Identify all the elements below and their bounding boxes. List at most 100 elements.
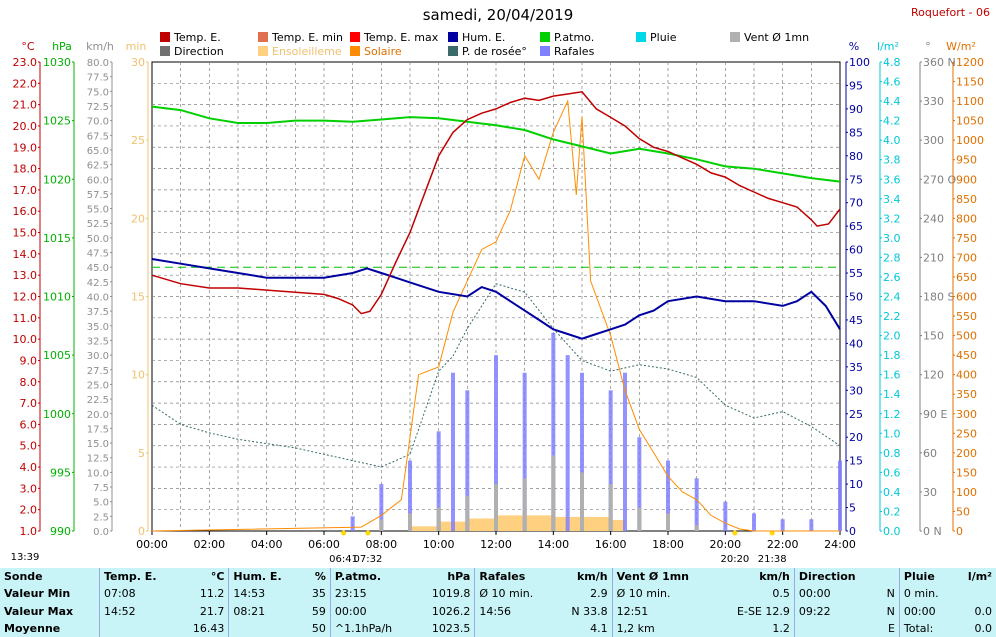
summary-row: Valeur Min 07:08 11.2 14:53 35 23:15 1019.8 Ø 1… (0, 585, 996, 603)
gust-bar (551, 332, 556, 531)
dewpoint-line (151, 283, 841, 468)
axis-tick-label-right: 750 (956, 232, 977, 245)
axis-tick-label-left: 75.0 (87, 87, 109, 98)
summary-cell-info: ^1.1hPa/h (329, 619, 415, 637)
axis-tick-label-left: 11.0 (13, 312, 38, 325)
axis-tick-label-x: 24:00 (824, 538, 856, 551)
summary-cell-value: 1019.8 (431, 587, 471, 601)
axis-tick-label-x: 06:00 (308, 538, 340, 551)
axis-tick-label-left: 2.0 (20, 504, 38, 517)
axis-tick-label-right: 50 (849, 291, 863, 304)
legend-label: Direction (174, 45, 224, 58)
sun-event-marker (769, 530, 775, 536)
axis-tick-label-left: 16.0 (13, 205, 38, 218)
axis-tick-label-left: 2.5 (93, 512, 109, 523)
axis-tick-label-right: 50 (956, 505, 970, 518)
axis-tick-label-right: 65 (849, 220, 863, 233)
axis-tick-label-right: 3.2 (883, 212, 901, 225)
axis-tick-label-x: 04:00 (251, 538, 283, 551)
summary-cell-value: 59 (311, 604, 326, 618)
axis-tick-label-right: 4.4 (883, 95, 901, 108)
sun-event-label: 06:41 (329, 554, 358, 565)
summary-cell-info: 23:15 (329, 585, 415, 603)
summary-col-unit: hPa (447, 570, 471, 584)
axis-tick-label-right: 55 (849, 267, 863, 280)
summary-col-unit: % (314, 570, 326, 584)
legend-swatch (448, 46, 458, 56)
gust-bar (623, 372, 627, 531)
axis-tick-label-right: 270 O (923, 173, 956, 186)
axis-tick-label-x: 18:00 (652, 538, 684, 551)
axis-tick-label-x: 00:00 (136, 538, 168, 551)
axis-tick-label-right: 700 (956, 251, 977, 264)
axis-unit-right: l/m² (877, 40, 899, 53)
axis-tick-label-right: 850 (956, 193, 977, 206)
axis-tick-label-right: 35 (849, 361, 863, 374)
axis-tick-label-right: 150 (956, 466, 977, 479)
summary-cell-info: 08:21 (228, 602, 302, 620)
axis-tick-label-right: 0.2 (883, 505, 901, 518)
gust-bar (408, 460, 412, 531)
axis-tick-label-left: 8.0 (20, 376, 38, 389)
axis-tick-label-right: 4.2 (883, 115, 901, 128)
axis-tick-label-left: 6.0 (20, 418, 38, 431)
axis-unit-right: W/m² (946, 40, 976, 53)
axis-tick-label-right: 20 (849, 431, 863, 444)
summary-col-unit (878, 568, 899, 585)
legend-item: Ensoleilleme (258, 45, 342, 58)
legend-swatch (540, 32, 550, 42)
axis-tick-label-right: 300 (956, 408, 977, 421)
summary-col-unit: km/h (576, 570, 608, 584)
axis-tick-label-right: 3.6 (883, 173, 901, 186)
axis-tick-label-right: 330 (923, 95, 944, 108)
legend-label: Temp. E. max (364, 31, 439, 44)
summary-cell-info: Ø 10 min. (474, 585, 555, 603)
axis-tick-label-right: 30 (923, 486, 937, 499)
axis-unit-right: ° (925, 40, 931, 53)
summary-cell-value: 16.43 (192, 621, 225, 635)
axis-tick-label-left: 67.5 (87, 131, 109, 142)
axis-tick-label-right: 800 (956, 212, 977, 225)
axis-tick-label-left: 45.0 (87, 263, 109, 274)
axis-tick-label-left: 18.0 (13, 163, 38, 176)
axis-tick-label-left: 14.0 (13, 248, 38, 261)
legend-swatch (160, 32, 170, 42)
axis-tick-label-right: 60 (849, 244, 863, 257)
axis-tick-label-left: 990 (50, 525, 71, 538)
solar-line (151, 99, 840, 532)
legend-swatch (730, 32, 740, 42)
gust-bar (723, 501, 728, 531)
summary-col-title: Rafales (474, 568, 555, 586)
gust-bar (838, 460, 842, 531)
summary-cell-info: Total: (898, 619, 955, 637)
axis-tick-label-right: 100 (849, 56, 870, 69)
axis-tick-label-left: 15.0 (87, 439, 109, 450)
sunshine-bar (524, 515, 554, 531)
axis-tick-label-left: 22.5 (87, 395, 109, 406)
summary-cell-info: 00:00 (793, 585, 878, 603)
legend-label: Vent Ø 1mn (744, 31, 810, 44)
summary-cell-value: 0.0 (974, 621, 993, 635)
pressure-line (151, 105, 841, 183)
axis-tick-label-right: 85 (849, 126, 863, 139)
axis-tick-label-left: 55.0 (87, 205, 109, 216)
axis-unit-left: km/h (86, 40, 114, 53)
legend-swatch (258, 32, 268, 42)
weather-chart: °C 23.0 22.0 21.0 20.0 19.0 18.0 17.0 16.0 15.0 14… (11, 40, 984, 565)
axis-tick-label-right: 600 (956, 291, 977, 304)
axis-tick-label-right: 1.0 (883, 427, 901, 440)
summary-row-label: Valeur Min (4, 587, 71, 601)
axis-tick-label-left: 1000 (43, 408, 71, 421)
axis-tick-label-left: 65.0 (87, 146, 109, 157)
sun-event-label: 20:20 (720, 554, 749, 565)
summary-col-unit: km/h (759, 570, 790, 584)
legend-item: Solaire (350, 45, 402, 58)
sunshine-bar (467, 518, 496, 531)
axis-tick-label-x: 02:00 (193, 538, 225, 551)
axis-tick-label-right: 4.6 (883, 76, 901, 89)
axis-tick-label-right: 2.2 (883, 310, 901, 323)
station-name: Roquefort - 06 (911, 6, 990, 19)
axis-tick-label-right: 240 (923, 212, 944, 225)
axis-tick-label-x: 12:00 (480, 538, 512, 551)
sunshine-bar (610, 520, 625, 531)
